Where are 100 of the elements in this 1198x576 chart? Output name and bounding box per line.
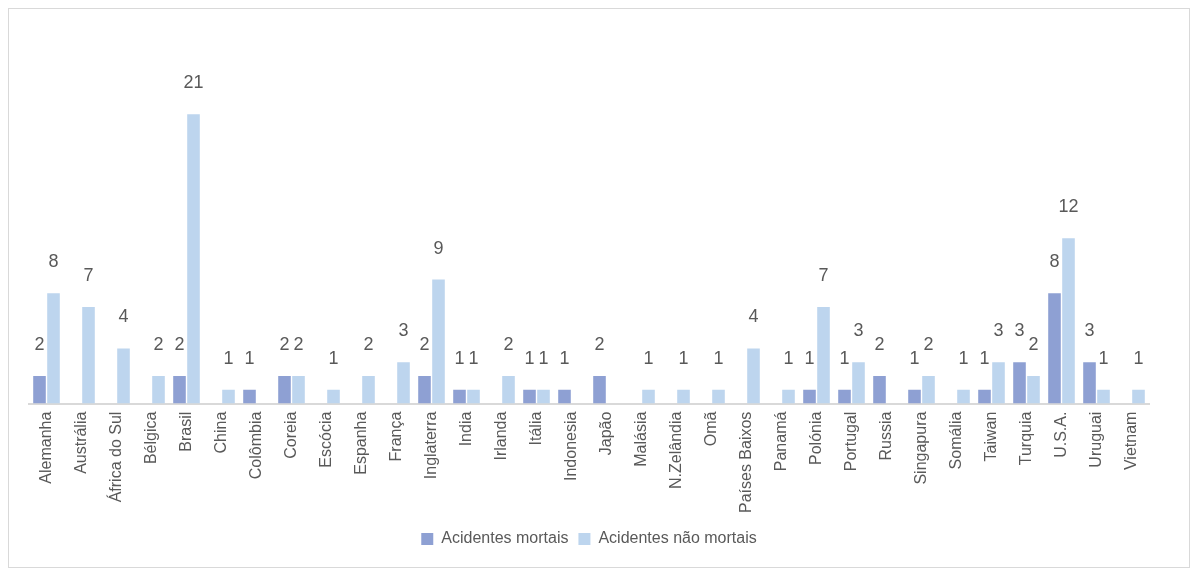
bar: [222, 389, 235, 404]
x-tick-label: Taiwan: [981, 411, 999, 462]
bar: [712, 389, 725, 404]
x-tick-label: Alemanha: [36, 411, 54, 484]
bar: [957, 389, 970, 404]
data-label: 2: [279, 334, 290, 355]
data-label: 2: [874, 334, 885, 355]
bar: [873, 376, 886, 404]
data-label: 1: [839, 347, 850, 368]
bar: [922, 376, 935, 404]
x-tick-label: Russia: [876, 411, 894, 461]
bar: [187, 114, 200, 404]
data-label: 1: [538, 347, 549, 368]
bar: [677, 389, 690, 404]
data-label: 2: [1028, 334, 1039, 355]
data-label: 2: [594, 334, 605, 355]
bar: [467, 389, 480, 404]
bar: [432, 279, 445, 404]
x-tick-label: Polónia: [806, 411, 824, 465]
bar: [1083, 362, 1096, 404]
data-label: 1: [1133, 347, 1144, 368]
bar: [453, 389, 466, 404]
bar: [1062, 238, 1075, 404]
data-label: 1: [468, 347, 479, 368]
data-label: 1: [454, 347, 465, 368]
bar: [278, 376, 291, 404]
data-label: 1: [223, 347, 234, 368]
bar: [537, 389, 550, 404]
x-tick-label: N.Zelândia: [666, 411, 684, 489]
data-label: 8: [1049, 251, 1060, 272]
x-tick-label: Inglaterra: [421, 411, 439, 480]
data-label: 1: [643, 347, 654, 368]
bar: [593, 376, 606, 404]
bar: [243, 389, 256, 404]
bar: [1097, 389, 1110, 404]
bar: [817, 307, 830, 404]
data-label: 9: [433, 237, 444, 258]
x-tick-label: Colômbia: [246, 411, 264, 480]
bar: [397, 362, 410, 404]
x-tick-label: China: [211, 411, 229, 454]
bar: [978, 389, 991, 404]
bar: [908, 389, 921, 404]
x-tick-label: U.S.A.: [1051, 411, 1069, 458]
x-tick-label: África do Sul: [105, 411, 124, 503]
data-label: 7: [83, 265, 94, 286]
x-tick-label: Omã: [701, 411, 719, 447]
bar: [803, 389, 816, 404]
bar: [782, 389, 795, 404]
data-label: 1: [678, 347, 689, 368]
data-label: 3: [1014, 320, 1025, 341]
bar: [82, 307, 95, 404]
bar: [418, 376, 431, 404]
bar: [1013, 362, 1026, 404]
bar: [1048, 293, 1061, 404]
bar: [838, 389, 851, 404]
x-tick-label: Panamá: [771, 411, 789, 472]
data-label: 1: [524, 347, 535, 368]
data-label: 1: [328, 347, 339, 368]
data-label: 3: [398, 320, 409, 341]
x-tick-label: Uruguai: [1086, 411, 1104, 468]
data-label: 4: [748, 306, 759, 327]
data-label: 3: [853, 320, 864, 341]
data-label: 21: [183, 72, 204, 93]
bar: [292, 376, 305, 404]
data-label: 1: [804, 347, 815, 368]
data-label: 1: [713, 347, 724, 368]
data-label: 2: [153, 334, 164, 355]
data-label: 1: [783, 347, 794, 368]
x-tick-label: Austrália: [71, 411, 89, 474]
x-tick-label: Japão: [596, 411, 614, 456]
data-label: 1: [909, 347, 920, 368]
data-label: 2: [174, 334, 185, 355]
data-label: 8: [48, 251, 59, 272]
bar: [327, 389, 340, 404]
data-label: 2: [293, 334, 304, 355]
bar: [47, 293, 60, 404]
bar: [502, 376, 515, 404]
bar: [117, 348, 130, 404]
data-label: 4: [118, 306, 129, 327]
x-tick-label: França: [386, 411, 404, 462]
x-tick-label: Brasil: [176, 411, 194, 452]
x-tick-label: Espanha: [351, 411, 369, 475]
x-tick-label: Escócia: [316, 411, 334, 468]
x-tick-label: Irlanda: [491, 411, 509, 461]
x-tick-label: Indonesia: [561, 411, 579, 482]
data-label: 3: [993, 320, 1004, 341]
data-label: 3: [1084, 320, 1095, 341]
legend-label: Acidentes não mortais: [598, 529, 757, 547]
x-tick-label: Singapura: [911, 411, 929, 485]
bar: [173, 376, 186, 404]
x-tick-label: Vietnam: [1121, 411, 1139, 471]
data-label: 2: [363, 334, 374, 355]
bar: [152, 376, 165, 404]
data-label: 12: [1058, 196, 1079, 217]
x-tick-label: Turquia: [1016, 411, 1034, 466]
data-label: 2: [34, 334, 45, 355]
bar: [992, 362, 1005, 404]
data-label: 2: [419, 334, 430, 355]
x-tick-label: Portugal: [841, 411, 859, 472]
bar: [852, 362, 865, 404]
